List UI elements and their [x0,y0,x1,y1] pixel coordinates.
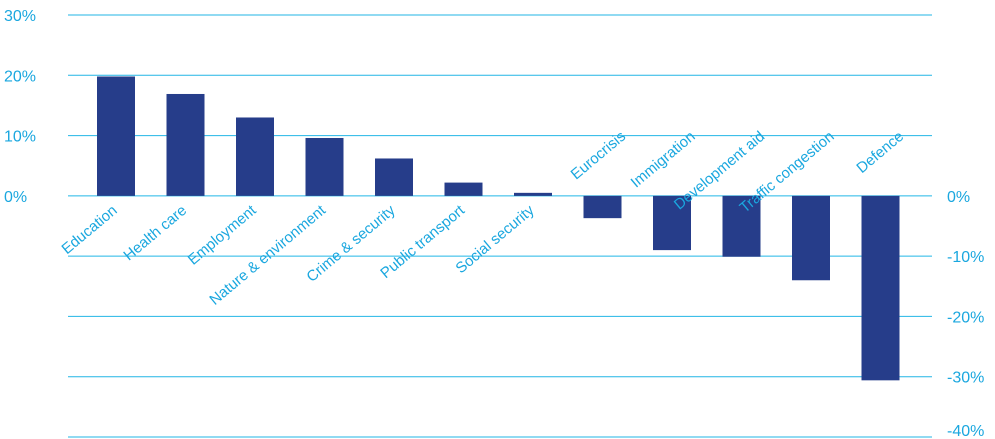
category-label: Nature & environment [206,201,329,308]
y-tick-label-right: -30% [947,370,984,387]
bar-immigration [653,195,691,251]
category-label: Health care [120,202,190,264]
bar-employment [236,117,274,196]
y-tick-label-right: -20% [947,309,984,326]
y-tick-label-right: 0% [947,189,970,206]
bar-traffic-congestion [792,195,830,281]
bar-public-transport [444,182,483,196]
category-label: Education [59,202,121,258]
y-tick-label-left: 10% [4,129,36,146]
category-label: Employment [185,201,260,268]
bar-development-aid [722,195,761,257]
bar-education [97,76,135,196]
y-tick-label-left: 20% [4,68,36,85]
category-label: Eurocrisis [568,128,629,183]
bar-defence [861,195,900,381]
category-label: Immigration [628,128,699,191]
bar-crime-security [375,158,413,196]
y-tick-label-right: -10% [947,249,984,266]
bar-social-security [514,192,552,196]
left-axis-ticks: 30% 20% 10% 0% [4,8,36,206]
bars [97,76,900,381]
y-tick-label-right: -40% [947,423,984,439]
bar-health-care [166,93,205,196]
y-tick-label-left: 30% [4,8,36,25]
right-axis-ticks: 0% -10% -20% -30% -40% [947,189,984,439]
gridlines [68,14,932,438]
y-tick-label-left: 0% [4,189,27,206]
bar-nature-environment [305,137,344,196]
bar-eurocrisis [583,195,622,219]
